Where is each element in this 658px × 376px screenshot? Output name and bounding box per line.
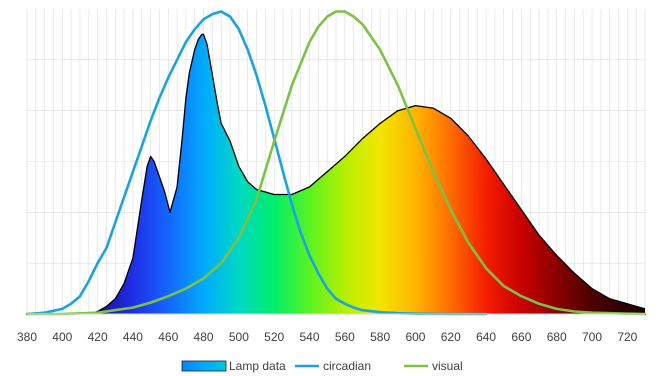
- x-tick-label: 420: [88, 330, 108, 344]
- x-tick-label: 500: [229, 330, 249, 344]
- x-tick-label: 380: [17, 330, 37, 344]
- series-line-visual: [25, 10, 647, 316]
- legend-label-visual: visual: [432, 359, 463, 373]
- x-tick-label: 620: [441, 330, 461, 344]
- x-tick-label: 680: [547, 330, 567, 344]
- x-tick-label: 440: [123, 330, 143, 344]
- line-layer: [25, 10, 647, 316]
- x-tick-label: 560: [335, 330, 355, 344]
- x-tick-label: 460: [158, 330, 178, 344]
- series-line-circadian: [25, 10, 488, 316]
- legend-label-lamp-data: Lamp data: [229, 359, 286, 373]
- x-tick-label: 640: [476, 330, 496, 344]
- x-tick-label: 580: [370, 330, 390, 344]
- legend: Lamp data circadian visual: [181, 359, 463, 373]
- series-outline-lamp-data: [88, 33, 646, 315]
- x-tick-label: 520: [264, 330, 284, 344]
- legend-label-circadian: circadian: [323, 359, 371, 373]
- area-layer: [88, 33, 646, 315]
- x-tick-label: 540: [299, 330, 319, 344]
- x-tick-label: 600: [405, 330, 425, 344]
- x-tick-label: 700: [582, 330, 602, 344]
- x-tick-label: 480: [194, 330, 214, 344]
- series-area-lamp-data: [88, 34, 646, 315]
- x-tick-label: 660: [511, 330, 531, 344]
- x-tick-label: 400: [52, 330, 72, 344]
- x-tick-label: 720: [617, 330, 637, 344]
- x-tick-labels: 380 400 420 440 460 480 500 520 540 560 580 600 620 6…: [17, 330, 638, 344]
- legend-swatch-lamp-data: [181, 360, 227, 372]
